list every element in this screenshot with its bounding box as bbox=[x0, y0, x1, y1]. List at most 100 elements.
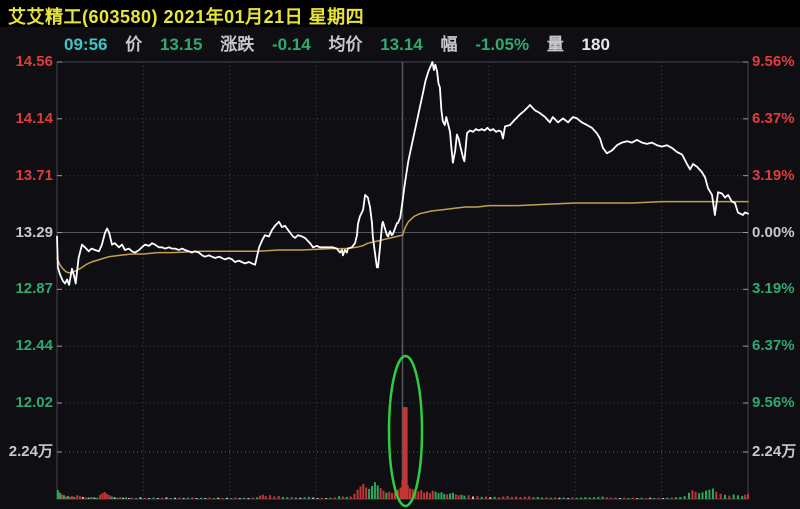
left-axis-label: 14.14 bbox=[15, 109, 53, 127]
volume-bar bbox=[273, 496, 276, 499]
left-axis-label: 2.24万 bbox=[8, 443, 53, 460]
volume-bar bbox=[506, 496, 509, 499]
volume-bar bbox=[238, 498, 241, 499]
volume-bar bbox=[128, 498, 130, 499]
volume-bar bbox=[349, 496, 352, 499]
avg-price-label: 均价 bbox=[328, 35, 363, 54]
volume-bar bbox=[457, 495, 460, 499]
volume-bar bbox=[376, 485, 379, 499]
volume-bar bbox=[536, 496, 539, 499]
change-value: -0.14 bbox=[271, 35, 311, 54]
volume-bar bbox=[688, 492, 690, 499]
volume-bar bbox=[200, 497, 202, 499]
volume-bar bbox=[670, 497, 673, 499]
volume-bar bbox=[99, 494, 102, 499]
volume-bar bbox=[428, 493, 431, 499]
volume-bar bbox=[605, 497, 608, 499]
volume-bar bbox=[644, 498, 647, 499]
volume-bar bbox=[329, 497, 332, 499]
volume-bar bbox=[588, 497, 591, 499]
range-value: -1.05% bbox=[475, 35, 530, 54]
volume-bar bbox=[610, 497, 613, 499]
volume-bar bbox=[312, 497, 315, 499]
volume-bar bbox=[698, 493, 701, 499]
volume-bar bbox=[666, 497, 669, 499]
volume-bar bbox=[558, 497, 561, 499]
volume-bar bbox=[623, 497, 626, 499]
right-axis-label: 3.19% bbox=[752, 166, 795, 184]
volume-bar bbox=[81, 496, 84, 499]
volume-value: 180 bbox=[581, 35, 610, 54]
volume-bar bbox=[614, 497, 617, 499]
volume-bar bbox=[152, 497, 155, 499]
volume-bar bbox=[371, 486, 373, 499]
right-axis-label: 9.56% bbox=[752, 53, 795, 70]
volume-bar bbox=[307, 496, 310, 499]
quote-info-bar: 09:56 价 13.15 涨跌 -0.14 均价 13.14 幅 -1.05%… bbox=[64, 30, 623, 54]
volume-bar bbox=[359, 486, 362, 499]
volume-bar bbox=[446, 494, 449, 499]
volume-bar bbox=[174, 497, 176, 499]
volume-bar bbox=[431, 490, 434, 499]
volume-bar bbox=[597, 496, 600, 499]
volume-bar bbox=[649, 497, 652, 499]
volume-bar bbox=[169, 498, 172, 499]
volume-bar bbox=[631, 497, 634, 499]
volume-bar bbox=[732, 494, 735, 499]
volume-bar bbox=[627, 498, 630, 499]
volume-bar bbox=[165, 497, 168, 499]
volume-bar bbox=[532, 497, 535, 499]
volume-bar bbox=[221, 498, 224, 499]
volume-bar bbox=[683, 496, 686, 499]
volume-bar bbox=[601, 496, 604, 499]
volume-bar bbox=[691, 490, 694, 499]
volume-bar bbox=[420, 490, 423, 499]
volume-bar bbox=[101, 493, 104, 499]
volume-bar bbox=[299, 497, 302, 499]
volume-bar bbox=[373, 482, 376, 499]
volume-bar bbox=[567, 498, 570, 499]
volume-bar bbox=[64, 496, 67, 499]
volume-bar bbox=[406, 485, 409, 499]
volume-bar bbox=[71, 496, 73, 499]
volume-bar bbox=[56, 490, 59, 499]
volume-bar bbox=[379, 488, 382, 499]
volume-bar bbox=[399, 487, 402, 499]
volume-bar bbox=[502, 496, 505, 499]
volume-bar bbox=[212, 498, 215, 499]
volume-label: 量 bbox=[546, 35, 564, 54]
volume-bars bbox=[56, 407, 749, 499]
volume-bar bbox=[385, 492, 388, 499]
volume-bar bbox=[451, 492, 454, 499]
volume-bar bbox=[73, 496, 76, 499]
volume-bar bbox=[388, 491, 391, 499]
volume-bar bbox=[256, 497, 259, 499]
volume-bar bbox=[148, 498, 151, 499]
volume-bar bbox=[191, 497, 194, 499]
volume-bar bbox=[545, 497, 548, 499]
left-axis-label: 13.29 bbox=[15, 223, 53, 241]
volume-bar bbox=[423, 492, 426, 499]
volume-bar bbox=[580, 497, 582, 499]
volume-bar bbox=[440, 492, 443, 499]
volume-bar bbox=[460, 494, 463, 499]
volume-bar bbox=[119, 497, 122, 499]
volume-bar bbox=[705, 490, 707, 499]
volume-bar bbox=[409, 488, 411, 499]
volume-bar bbox=[493, 496, 496, 499]
volume-bar bbox=[523, 496, 526, 499]
volume-bar bbox=[467, 495, 470, 499]
price-label: 价 bbox=[125, 35, 143, 54]
volume-bar bbox=[636, 498, 639, 499]
volume-bar bbox=[125, 497, 128, 499]
volume-bar bbox=[122, 497, 125, 499]
volume-bar bbox=[259, 495, 261, 499]
volume-bar bbox=[225, 497, 228, 499]
volume-bar bbox=[195, 498, 198, 499]
volume-bar bbox=[417, 491, 420, 499]
highlighted-volume-bar bbox=[402, 407, 408, 499]
volume-bar bbox=[541, 497, 544, 499]
volume-bar bbox=[618, 498, 621, 499]
stock-title: 艾艾精工(603580) 2021年01月21日 星期四 bbox=[8, 7, 365, 27]
